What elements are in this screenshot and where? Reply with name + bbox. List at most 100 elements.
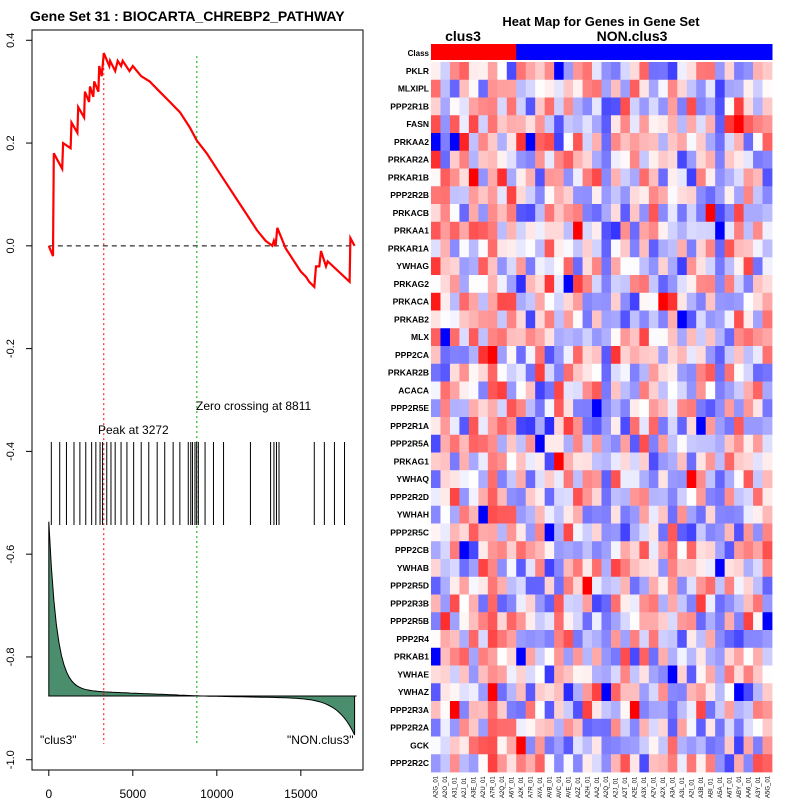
- sample-label: A2O_01: [443, 775, 449, 798]
- heatmap-cell: [449, 754, 460, 773]
- heatmap-cell: [601, 62, 612, 81]
- heatmap-cell: [535, 150, 546, 169]
- heatmap-cell: [743, 434, 754, 453]
- heatmap-cell: [468, 718, 479, 737]
- heatmap-cell: [516, 612, 527, 631]
- heatmap-cell: [506, 204, 517, 223]
- heatmap-cell: [431, 363, 441, 382]
- heatmap-cell: [658, 417, 669, 436]
- sample-label: A7R_01: [528, 776, 534, 798]
- class-name-clus3: clus3: [445, 28, 481, 44]
- heatmap-cell: [715, 434, 726, 453]
- heatmap-cell: [440, 310, 451, 329]
- heatmap-cell: [468, 346, 479, 365]
- heatmap-cell: [601, 488, 612, 507]
- heatmap-cell: [743, 381, 754, 400]
- heatmap-cell: [677, 736, 688, 755]
- heatmap-cell: [753, 541, 763, 560]
- heatmap-cell: [639, 186, 650, 205]
- heatmap-cell: [516, 559, 527, 578]
- heatmap-cell: [497, 381, 508, 400]
- heatmap-cell: [563, 97, 574, 116]
- heatmap-cell: [449, 647, 460, 666]
- heatmap-cell: [592, 754, 602, 773]
- heatmap-cell: [734, 275, 744, 294]
- heatmap-cell: [554, 434, 565, 453]
- heatmap-cell: [743, 328, 754, 347]
- heatmap-cell: [734, 115, 744, 134]
- heatmap-cell: [459, 612, 470, 631]
- heatmap-cell: [667, 718, 678, 737]
- heatmap-cell: [658, 328, 669, 347]
- heatmap-cell: [639, 612, 650, 631]
- heatmap-cell: [459, 417, 470, 436]
- heatmap-cell: [497, 204, 508, 223]
- heatmap-cell: [525, 594, 536, 613]
- gene-label: YWHAQ: [396, 474, 429, 484]
- heatmap-cell: [762, 399, 773, 418]
- heatmap-cell: [762, 97, 773, 116]
- heatmap-cell: [715, 683, 726, 702]
- heatmap-cell: [478, 186, 489, 205]
- heatmap-cell: [468, 754, 479, 773]
- heatmap-cell: [573, 150, 583, 169]
- heatmap-cell: [554, 594, 565, 613]
- heatmap-cell: [696, 133, 707, 152]
- heatmap-cell: [440, 736, 451, 755]
- heatmap-cell: [487, 363, 498, 382]
- heatmap-cell: [753, 559, 763, 578]
- gene-label: PPP2R2D: [390, 492, 429, 502]
- heatmap-cell: [734, 292, 744, 311]
- sample-labels: A2G_01 A2O_01 A31_01 A2J_01 A3E_01 A2U_01 A7R_…: [434, 775, 772, 798]
- heatmap-cell: [516, 701, 527, 720]
- gene-label: PRKAB1: [394, 652, 429, 662]
- heatmap-cell: [573, 204, 583, 223]
- heatmap-cell: [686, 718, 697, 737]
- gene-label: YWHAB: [397, 563, 429, 573]
- heatmap-cell: [629, 310, 640, 329]
- heatmap-cell: [468, 683, 479, 702]
- heatmap-cell: [592, 523, 602, 542]
- heatmap-cell: [544, 133, 555, 152]
- heatmap-cell: [431, 133, 441, 152]
- sample-label: A3A_01: [671, 776, 677, 798]
- heatmap-cell: [535, 630, 546, 649]
- heatmap-cell: [440, 541, 451, 560]
- heatmap-cell: [468, 328, 479, 347]
- heatmap-cell: [610, 275, 621, 294]
- sample-label: A6Y_01: [510, 776, 516, 798]
- heatmap-cell: [658, 559, 669, 578]
- heatmap-cell: [667, 612, 678, 631]
- heatmap-cell: [696, 150, 707, 169]
- heatmap-cell: [535, 452, 546, 471]
- heatmap-cell: [506, 434, 517, 453]
- heatmap-cell: [563, 150, 574, 169]
- heatmap-cell: [667, 736, 678, 755]
- heatmap-cell: [620, 381, 631, 400]
- heatmap-cell: [620, 275, 631, 294]
- heatmap-cell: [667, 523, 678, 542]
- heatmap-cell: [715, 701, 726, 720]
- heatmap-cell: [762, 505, 773, 524]
- heatmap-cell: [639, 204, 650, 223]
- heatmap-cell: [440, 683, 451, 702]
- heatmap-cell: [715, 150, 726, 169]
- heatmap-cell: [573, 221, 583, 240]
- heatmap-cell: [544, 576, 555, 595]
- sample-label: A2J_01: [614, 777, 620, 798]
- heatmap-cell: [610, 594, 621, 613]
- heatmap-cell: [715, 505, 726, 524]
- heatmap-cell: [753, 452, 763, 471]
- sample-label: AVE_01: [566, 776, 572, 798]
- heatmap-cell: [743, 559, 754, 578]
- heatmap-cell: [563, 381, 574, 400]
- heatmap-cell: [487, 417, 498, 436]
- heatmap-cell: [431, 647, 441, 666]
- gene-label: MLX: [411, 332, 429, 342]
- heatmap-cell: [620, 292, 631, 311]
- heatmap-cell: [573, 612, 583, 631]
- heatmap-cell: [610, 346, 621, 365]
- gene-labels: PKLRMLXIPLPPP2R1BFASNPRKAA2PRKAR2APRKAR1…: [388, 66, 430, 768]
- heatmap-cell: [563, 612, 574, 631]
- heatmap-cell: [639, 718, 650, 737]
